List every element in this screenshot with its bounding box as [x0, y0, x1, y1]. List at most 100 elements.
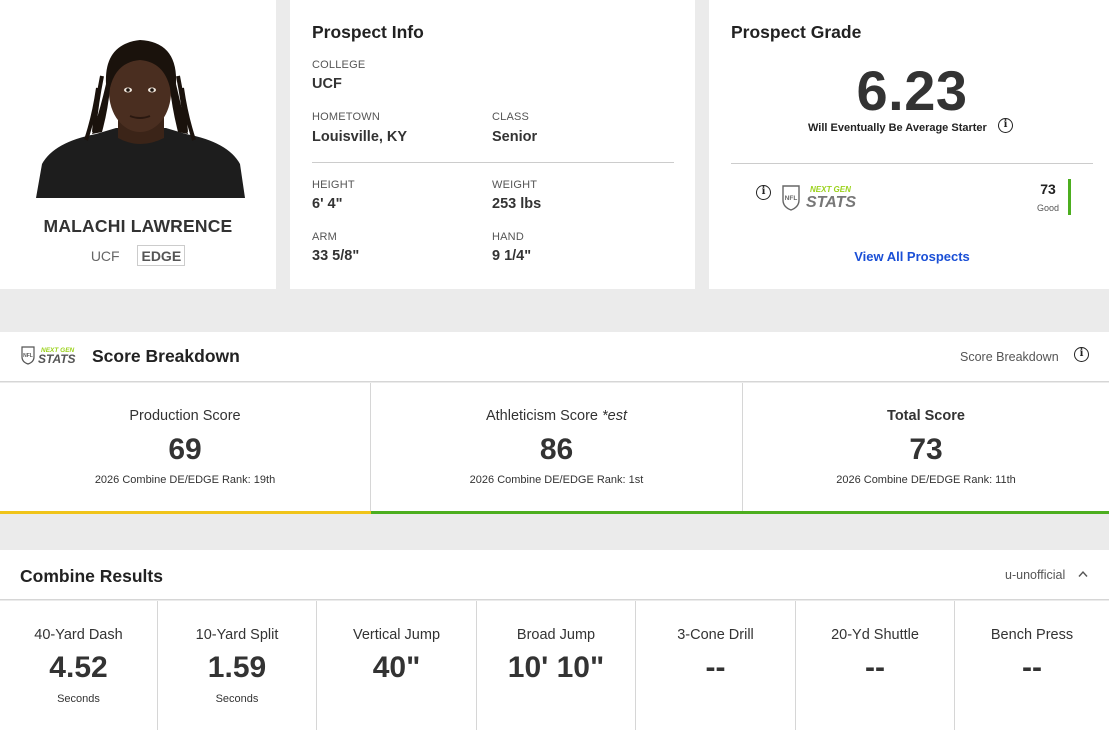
- player-meta: UCF EDGE: [0, 245, 276, 266]
- combine-result-value: --: [865, 651, 885, 684]
- grade-info-icon[interactable]: i: [998, 118, 1013, 133]
- combine-result-unit: Seconds: [57, 693, 100, 705]
- arm-label: ARM: [312, 231, 338, 243]
- ngs-rating-bar: [1068, 179, 1071, 215]
- column-divider: [635, 601, 636, 730]
- player-name: MALACHI LAWRENCE: [43, 216, 233, 236]
- athleticism-score-value: 86: [539, 433, 574, 466]
- score-breakdown-header: NFL NEXT GEN STATS Score Breakdown Score…: [0, 332, 1109, 382]
- combine-result-label: 20-Yd Shuttle: [831, 627, 919, 643]
- total-score-column: Total Score 73 2026 Combine DE/EDGE Rank…: [743, 383, 1109, 511]
- combine-result-value: --: [705, 651, 726, 684]
- height-label: HEIGHT: [312, 179, 355, 191]
- production-score-rank: 2026 Combine DE/EDGE Rank: 19th: [94, 474, 276, 486]
- combine-result-column: 20-Yd Shuttle --: [796, 601, 954, 730]
- combine-result-label: 10-Yard Split: [195, 627, 279, 643]
- ngs-logo-top-text: NEXT GEN: [810, 185, 851, 194]
- next-gen-stats-logo: NFL NEXT GEN STATS: [21, 346, 76, 365]
- column-divider: [742, 383, 743, 511]
- combine-result-column: 40-Yard Dash 4.52 Seconds: [0, 601, 157, 730]
- score-breakdown-body: Production Score 69 2026 Combine DE/EDGE…: [0, 383, 1109, 514]
- combine-result-column: 10-Yard Split 1.59 Seconds: [158, 601, 316, 730]
- grade-divider: [731, 163, 1093, 164]
- grade-description: Will Eventually Be Average Starter: [808, 122, 987, 134]
- prospect-info-card: Prospect Info COLLEGE UCF HOMETOWN Louis…: [290, 0, 695, 289]
- combine-result-column: 3-Cone Drill --: [636, 601, 795, 730]
- combine-result-value: --: [1022, 651, 1042, 684]
- hometown-label: HOMETOWN: [312, 111, 381, 123]
- athleticism-score-column: Athleticism Score *est 86 2026 Combine D…: [371, 383, 742, 511]
- total-score-label: Total Score: [887, 408, 965, 424]
- player-college: UCF: [90, 248, 120, 264]
- column-divider: [476, 601, 477, 730]
- combine-result-value: 4.52: [49, 651, 108, 684]
- combine-result-label: 3-Cone Drill: [677, 627, 754, 643]
- total-score-value: 73: [909, 433, 943, 466]
- combine-result-label: Bench Press: [990, 627, 1074, 643]
- ngs-info-icon[interactable]: i: [756, 185, 771, 200]
- position-badge: EDGE: [137, 245, 186, 266]
- ngs-logo-top-text: NEXT GEN: [41, 347, 75, 354]
- hometown-value: Louisville, KY: [312, 129, 408, 145]
- ngs-logo-bottom-text: STATS: [38, 352, 76, 365]
- column-divider: [954, 601, 955, 730]
- production-score-value: 69: [168, 433, 202, 466]
- combine-result-column: Vertical Jump 40": [317, 601, 476, 730]
- combine-result-value: 10' 10": [507, 651, 605, 684]
- next-gen-stats-logo: NFL NEXT GEN STATS: [782, 185, 856, 211]
- college-value: UCF: [312, 76, 342, 92]
- info-divider: [312, 162, 674, 163]
- combine-result-column: Broad Jump 10' 10": [477, 601, 635, 730]
- prospect-grade-title: Prospect Grade: [731, 22, 862, 42]
- player-card: MALACHI LAWRENCE UCF EDGE: [0, 0, 276, 289]
- ngs-rating: Good: [1036, 203, 1060, 213]
- athleticism-score-est: *est: [602, 408, 628, 424]
- combine-results-body: 40-Yard Dash 4.52 Seconds 10-Yard Split 1.59…: [0, 601, 1109, 730]
- production-score-label: Production Score: [129, 408, 241, 424]
- ngs-score: 73: [1040, 181, 1056, 197]
- weight-label: WEIGHT: [492, 179, 538, 191]
- weight-value: 253 lbs: [492, 196, 542, 212]
- hand-value: 9 1/4": [492, 248, 532, 264]
- ngs-logo-bottom-text: STATS: [806, 194, 856, 211]
- arm-value: 33 5/8": [312, 248, 360, 264]
- unofficial-legend: u-unofficial: [1005, 568, 1066, 582]
- svg-text:NFL: NFL: [785, 195, 798, 202]
- prospect-info-title: Prospect Info: [312, 22, 424, 42]
- combine-result-column: Bench Press --: [955, 601, 1109, 730]
- combine-result-unit: Seconds: [215, 693, 259, 705]
- combine-result-value: 1.59: [207, 651, 267, 684]
- athleticism-score-rank: 2026 Combine DE/EDGE Rank: 1st: [469, 474, 644, 486]
- view-all-prospects-link[interactable]: View All Prospects: [854, 249, 970, 264]
- combine-results-title: Combine Results: [20, 566, 163, 586]
- hand-label: HAND: [492, 231, 524, 243]
- combine-result-value: 40": [372, 651, 421, 684]
- column-divider: [795, 601, 796, 730]
- score-breakdown-link[interactable]: Score Breakdown: [960, 350, 1059, 364]
- combine-result-label: Vertical Jump: [352, 627, 441, 643]
- prospect-grade-value: 6.23: [856, 59, 968, 122]
- total-score-rank: 2026 Combine DE/EDGE Rank: 11th: [836, 474, 1016, 486]
- college-label: COLLEGE: [312, 59, 366, 71]
- height-value: 6' 4": [312, 196, 343, 212]
- athleticism-score-underline: [371, 511, 743, 514]
- score-breakdown-info-icon[interactable]: i: [1074, 347, 1089, 362]
- production-score-underline: [0, 511, 371, 514]
- combine-result-label: 40-Yard Dash: [34, 627, 123, 643]
- column-divider: [316, 601, 317, 730]
- svg-text:NFL: NFL: [23, 353, 33, 359]
- prospect-grade-card: Prospect Grade 6.23 Will Eventually Be A…: [709, 0, 1109, 289]
- column-divider: [157, 601, 158, 730]
- total-score-underline: [743, 511, 1109, 514]
- column-divider: [370, 383, 371, 511]
- combine-result-label: Broad Jump: [516, 627, 596, 643]
- class-label: CLASS: [492, 111, 530, 123]
- player-headshot: [36, 40, 245, 198]
- athleticism-score-label: Athleticism Score *est: [371, 408, 742, 424]
- score-breakdown-title: Score Breakdown: [92, 346, 240, 366]
- production-score-column: Production Score 69 2026 Combine DE/EDGE…: [0, 383, 370, 511]
- chevron-up-icon[interactable]: [1078, 570, 1088, 578]
- athleticism-score-label-text: Athleticism Score: [485, 408, 598, 424]
- class-value: Senior: [492, 129, 538, 145]
- combine-results-header: Combine Results u-unofficial: [0, 550, 1109, 600]
